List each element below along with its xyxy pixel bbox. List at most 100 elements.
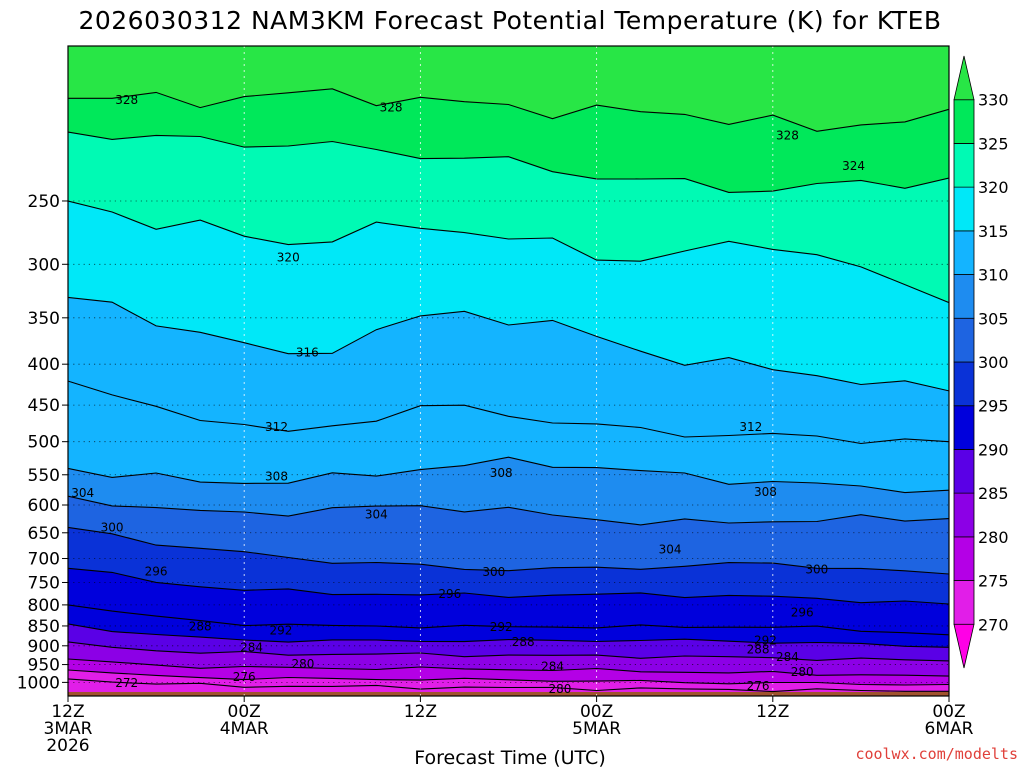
contour-label-300: 300 — [101, 520, 124, 534]
colorbar-label-325: 325 — [978, 134, 1009, 153]
band-312-316 — [68, 297, 949, 444]
plot-area: 328 328 328 324 320 316 312 312 308 308 308 304 304 3… — [68, 46, 949, 696]
colorbar-swatch-13 — [953, 55, 975, 101]
x-axis-label: Forecast Time (UTC) — [414, 747, 605, 768]
colorbar: 270 275 280 285 290 295 300 305 310 315 320 325 330 — [953, 55, 1009, 669]
band-308-312 — [68, 381, 949, 493]
contour-label-304: 304 — [659, 542, 682, 556]
band-320-324 — [68, 132, 949, 303]
isentrope-316 — [68, 296, 949, 392]
contour-label-276: 276 — [747, 679, 770, 693]
contour-label-324: 324 — [842, 159, 865, 173]
contour-label-276: 276 — [233, 670, 256, 684]
colorbar-label-270: 270 — [978, 615, 1009, 634]
colorbar-swatch-4 — [953, 449, 975, 494]
contour-label-288: 288 — [189, 619, 212, 633]
y-tick-label-900: 900 — [28, 637, 60, 657]
contour-labels: 328 328 328 324 320 316 312 312 308 308 308 304 304 3… — [71, 93, 865, 696]
colorbar-swatch-6 — [953, 361, 975, 407]
plot-frame — [67, 45, 950, 697]
contour-label-328: 328 — [380, 100, 403, 114]
contour-label-292: 292 — [269, 623, 292, 637]
colorbar-label-305: 305 — [978, 309, 1009, 328]
contour-label-288: 288 — [512, 635, 535, 649]
contour-label-280: 280 — [791, 665, 814, 679]
y-tick-label-250: 250 — [28, 192, 60, 212]
band-276-280 — [68, 659, 949, 685]
colorbar-label-275: 275 — [978, 572, 1009, 591]
chart-title: 2026030312 NAM3KM Forecast Potential Tem… — [78, 6, 941, 35]
colorbar-swatch-1 — [953, 580, 975, 625]
isentrope-324 — [68, 131, 949, 193]
contour-label-284: 284 — [541, 659, 564, 673]
contour-label-304: 304 — [365, 508, 388, 522]
y-axis: 2503003504004505005506006507007508008509… — [17, 192, 68, 693]
contour-lines — [68, 88, 949, 693]
colorbar-swatch-9 — [953, 230, 975, 275]
colorbar-swatch-2 — [953, 536, 975, 581]
isentrope-272 — [68, 678, 949, 693]
colorbar-label-300: 300 — [978, 353, 1009, 372]
isentrope-288 — [68, 623, 949, 648]
contour-label-300: 300 — [805, 562, 828, 576]
credit-text[interactable]: coolwx.com/modelts — [855, 745, 1018, 763]
band-280-284 — [68, 641, 949, 677]
contour-label-296: 296 — [145, 565, 168, 579]
contour-label-312: 312 — [265, 420, 288, 434]
isentrope-292 — [68, 604, 949, 636]
band-316-320 — [68, 201, 949, 391]
contour-label-280: 280 — [291, 657, 314, 671]
contour-label-320: 320 — [277, 250, 300, 264]
isentrope-284 — [68, 641, 949, 662]
contour-label-300: 300 — [482, 565, 505, 579]
colorbar-label-310: 310 — [978, 266, 1009, 285]
isentrope-312 — [68, 380, 949, 445]
contour-label-304: 304 — [71, 486, 94, 500]
y-tick-label-650: 650 — [28, 524, 60, 544]
x-tick-label-36-1: 5MAR — [572, 719, 621, 739]
colorbar-label-290: 290 — [978, 440, 1009, 459]
isentrope-328 — [68, 88, 949, 132]
contour-label-292: 292 — [754, 634, 777, 648]
contour-label-296: 296 — [791, 606, 814, 620]
contour-label-284: 284 — [776, 650, 799, 664]
x-tick-label-24-0: 12Z — [404, 702, 437, 722]
colorbar-label-320: 320 — [978, 178, 1009, 197]
x-tick-label-0-0: 12Z — [51, 702, 84, 722]
y-tick-label-800: 800 — [28, 596, 60, 616]
colorbar-swatch-0 — [953, 623, 975, 669]
y-tick-label-950: 950 — [28, 656, 60, 676]
isentrope-308 — [68, 456, 949, 494]
x-tick-label-60-1: 6MAR — [925, 719, 974, 739]
contour-label-272: 272 — [115, 676, 138, 690]
band-304-308 — [68, 457, 949, 525]
x-tick-label-12-0: 00Z — [228, 702, 261, 722]
colorbar-swatch-11 — [953, 143, 975, 188]
colorbar-swatch-8 — [953, 274, 975, 319]
contour-label-284: 284 — [240, 641, 263, 655]
band-324-328 — [68, 88, 949, 193]
contour-label-280: 280 — [548, 682, 571, 696]
band-288-292 — [68, 604, 949, 648]
contour-label-328: 328 — [776, 128, 799, 142]
contour-label-308: 308 — [490, 466, 513, 480]
contour-label-308: 308 — [265, 470, 288, 484]
y-tick-label-700: 700 — [28, 550, 60, 570]
contour-label-312: 312 — [739, 420, 762, 434]
band-284-288 — [68, 623, 949, 661]
colorbar-swatch-5 — [953, 405, 975, 450]
contour-label-328: 328 — [115, 93, 138, 107]
isentrope-304 — [68, 495, 949, 526]
y-tick-label-350: 350 — [28, 309, 60, 329]
colorbar-label-315: 315 — [978, 222, 1009, 241]
isentrope-320 — [68, 200, 949, 304]
contour-label-292: 292 — [490, 620, 513, 634]
band-above-328 — [68, 46, 949, 132]
isentrope-296 — [68, 567, 949, 605]
y-tick-label-500: 500 — [28, 433, 60, 453]
colorbar-swatch-12 — [953, 99, 975, 144]
band-296-300 — [68, 527, 949, 604]
colorbar-swatch-3 — [953, 492, 975, 538]
